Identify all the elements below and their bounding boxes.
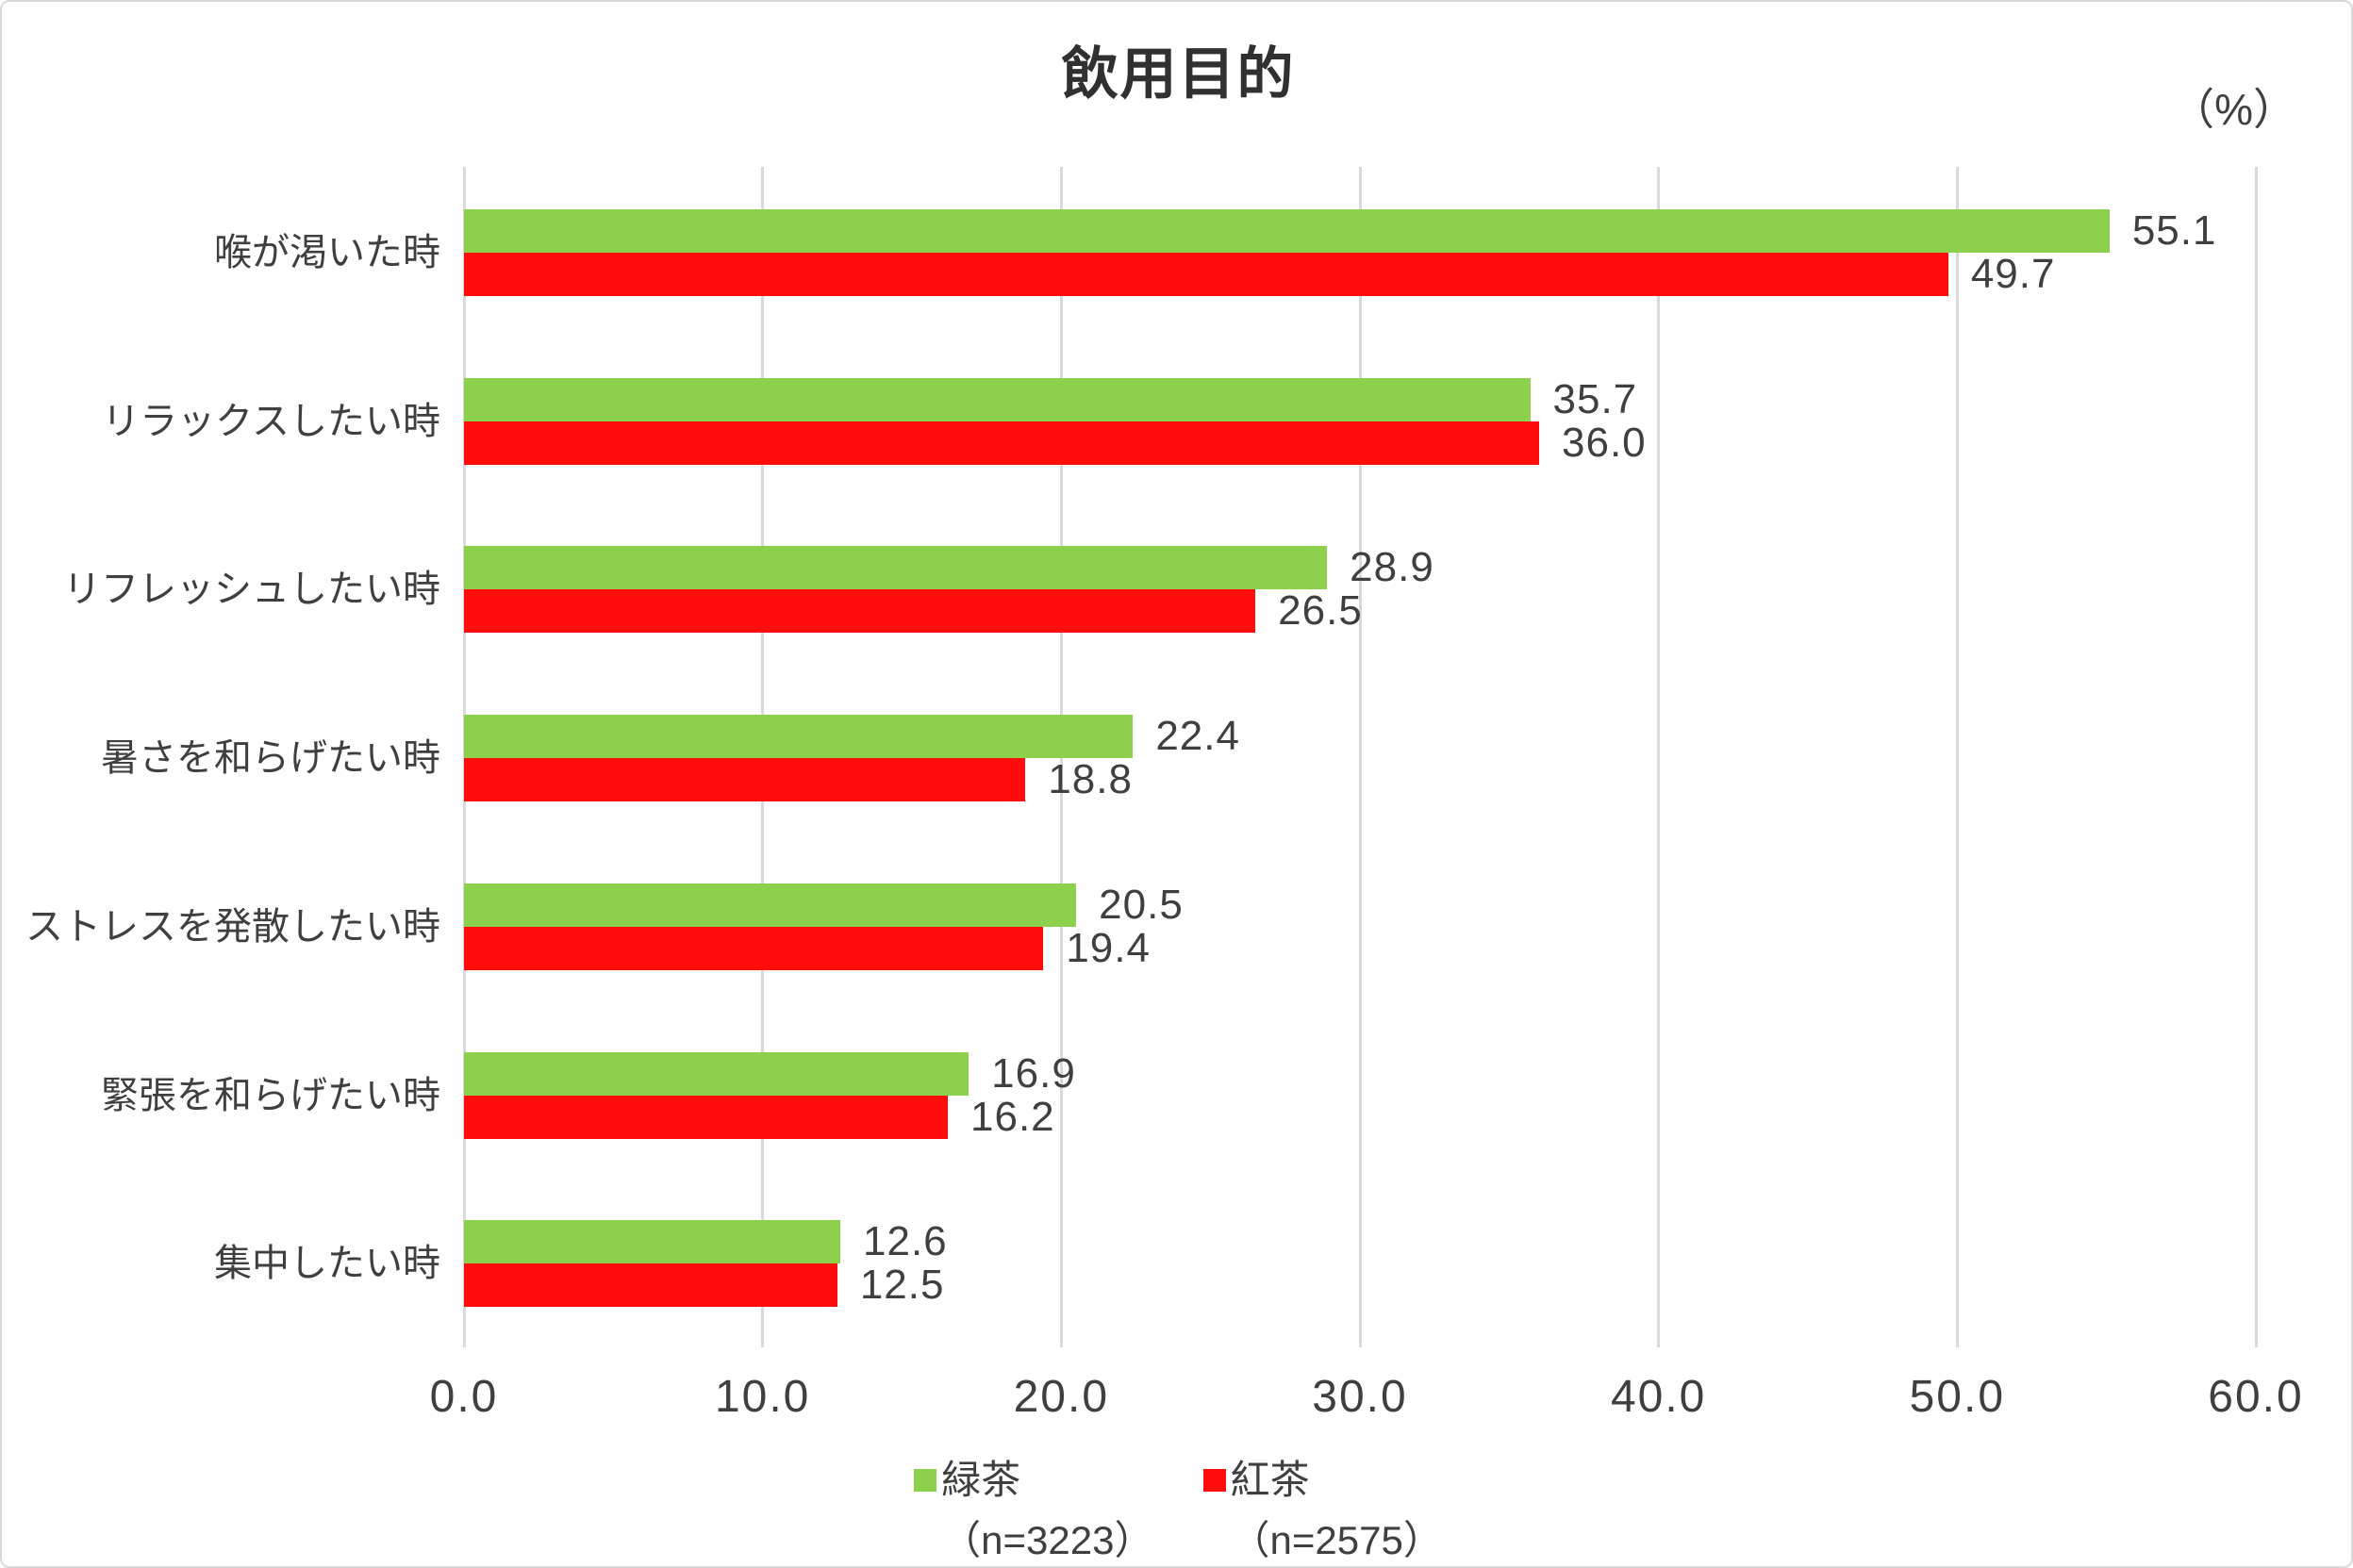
gridline (1955, 167, 1959, 1347)
legend-item: 紅茶 （n=2575） (1202, 1450, 1443, 1566)
legend-swatch-black-tea (1202, 1469, 1226, 1492)
gridline (1358, 167, 1362, 1347)
legend-item: 緑茶 （n=3223） (914, 1450, 1154, 1566)
value-label: 18.8 (1048, 756, 1133, 803)
bar-black-tea (464, 253, 1948, 296)
category-label: リフレッシュしたい時 (63, 569, 440, 611)
legend: 緑茶 （n=3223） 紅茶 （n=2575） (2, 1450, 2351, 1566)
bar-black-tea (464, 1263, 837, 1308)
bar-green-tea (464, 377, 1531, 421)
bar-black-tea (464, 589, 1256, 634)
legend-item-n: （n=2575） (1230, 1518, 1443, 1562)
bar-green-tea (464, 715, 1134, 759)
value-label: 16.9 (991, 1049, 1076, 1097)
bar-green-tea (464, 1051, 969, 1096)
legend-item-n: （n=3223） (941, 1518, 1154, 1562)
category-label: 喉が渇いた時 (214, 232, 440, 273)
value-label: 26.5 (1278, 587, 1363, 635)
category-label: 暑さを和らげたい時 (101, 737, 440, 780)
percent-unit-label: （%） (2171, 85, 2296, 134)
x-tick-label: 60.0 (2208, 1372, 2304, 1422)
value-label: 49.7 (1970, 251, 2056, 297)
chart-title: 飲用目的 (1061, 42, 1296, 106)
value-label: 35.7 (1552, 375, 1638, 422)
category-label: 緊張を和らげたい時 (101, 1074, 440, 1116)
value-label: 19.4 (1066, 924, 1151, 971)
bar-black-tea (464, 926, 1044, 970)
value-label: 22.4 (1155, 713, 1240, 760)
legend-item-label: 緑茶 (941, 1458, 1021, 1502)
bar-black-tea (464, 1095, 948, 1139)
x-tick-label: 40.0 (1610, 1372, 1707, 1422)
category-label: 集中したい時 (214, 1243, 440, 1285)
value-label: 55.1 (2131, 207, 2217, 254)
value-label: 28.9 (1350, 544, 1434, 591)
legend-item-text: 緑茶 （n=3223） (941, 1450, 1154, 1566)
legend-item-label: 紅茶 (1230, 1458, 1310, 1502)
x-tick-label: 0.0 (429, 1372, 499, 1422)
bar-green-tea (464, 209, 2110, 253)
category-label: ストレスを発散したい時 (25, 905, 440, 948)
legend-swatch-green-tea (914, 1469, 937, 1492)
bar-green-tea (464, 1220, 840, 1264)
gridline (2254, 167, 2258, 1347)
x-tick-label: 10.0 (714, 1372, 811, 1422)
value-label: 12.5 (859, 1262, 945, 1309)
bar-black-tea (464, 421, 1539, 465)
bar-green-tea (464, 883, 1077, 927)
bar-black-tea (464, 758, 1026, 802)
x-tick-label: 50.0 (1909, 1372, 2006, 1422)
value-label: 36.0 (1562, 419, 1647, 466)
x-tick-label: 30.0 (1312, 1372, 1408, 1422)
bar-green-tea (464, 546, 1328, 590)
value-label: 20.5 (1099, 881, 1184, 928)
gridline (1657, 167, 1661, 1347)
legend-item-text: 紅茶 （n=2575） (1230, 1450, 1443, 1566)
value-label: 16.2 (970, 1093, 1055, 1140)
value-label: 12.6 (863, 1218, 948, 1265)
category-label: リラックスしたい時 (102, 400, 440, 442)
x-tick-label: 20.0 (1013, 1372, 1110, 1422)
